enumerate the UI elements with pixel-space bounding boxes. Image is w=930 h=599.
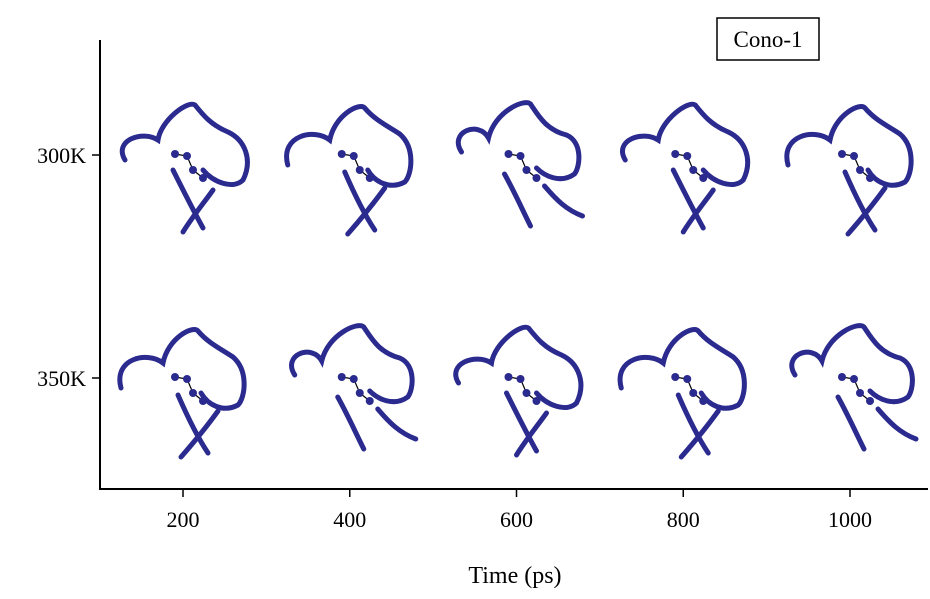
ribbon-tail: [835, 394, 919, 452]
atom-ball: [171, 373, 179, 381]
atom-ball: [189, 389, 197, 397]
x-tick-label: 400: [333, 507, 366, 532]
legend-label: Cono-1: [734, 27, 803, 52]
ribbon-tail: [342, 169, 388, 237]
peptide-structure-marker: [617, 327, 747, 460]
disulfide-bond: [174, 153, 204, 179]
disulfide-bond: [675, 153, 704, 179]
ribbon-body: [620, 101, 751, 187]
atom-ball: [683, 152, 692, 160]
legend-box: [716, 17, 820, 61]
peptide-structure-marker: [620, 101, 751, 235]
disulfide-bond: [841, 153, 871, 179]
peptide-structure-marker: [284, 104, 414, 237]
y-tick-label: 300K: [37, 143, 86, 168]
x-tick-label: 1000: [828, 507, 872, 532]
ribbon-tail: [504, 390, 549, 458]
atom-ball: [199, 397, 207, 405]
ribbon-tail: [335, 394, 419, 452]
y-ticks: 300K 350K: [37, 143, 100, 391]
atom-ball: [532, 397, 541, 405]
atom-ball: [516, 152, 525, 160]
disulfide-bond: [508, 153, 537, 179]
ribbon-tail: [175, 392, 221, 460]
atom-ball: [355, 166, 364, 174]
ribbon-tail: [675, 392, 721, 460]
disulfide-bond: [508, 376, 537, 402]
atom-ball: [689, 389, 698, 397]
x-tick-label: 600: [500, 507, 533, 532]
atom-ball: [504, 373, 513, 381]
atom-ball: [850, 152, 858, 160]
ribbon-body: [289, 323, 415, 405]
x-tick-label: 200: [167, 507, 200, 532]
peptide-structure-marker: [289, 323, 419, 452]
atom-ball: [189, 166, 197, 174]
atom-ball: [183, 375, 191, 383]
atom-ball: [671, 373, 680, 381]
atom-ball: [171, 150, 179, 158]
disulfide-bond: [174, 376, 204, 402]
ribbon-tail: [170, 167, 216, 235]
disulfide-bond: [341, 376, 371, 402]
disulfide-bond: [675, 376, 704, 402]
ribbon-body: [789, 323, 915, 405]
ribbon-body: [117, 327, 247, 411]
atom-ball: [522, 166, 531, 174]
atom-ball: [355, 389, 364, 397]
data-marks: [117, 100, 919, 460]
atom-ball: [504, 150, 513, 158]
ribbon-body: [119, 101, 250, 187]
atom-ball: [337, 150, 346, 158]
atom-ball: [699, 397, 708, 405]
atom-ball: [522, 389, 531, 397]
atom-ball: [365, 174, 374, 182]
x-ticks: 200 400 600 800 1000: [167, 489, 872, 532]
peptide-structure-marker: [784, 104, 914, 237]
atom-ball: [856, 166, 864, 174]
ribbon-body: [784, 104, 914, 188]
atom-ball: [856, 389, 864, 397]
atom-ball: [866, 397, 874, 405]
atom-ball: [850, 375, 858, 383]
atom-ball: [532, 174, 541, 182]
ribbon-tail: [670, 167, 716, 235]
atom-ball: [349, 375, 358, 383]
atom-ball: [337, 373, 346, 381]
atom-ball: [699, 174, 708, 182]
x-axis-title: Time (ps): [468, 563, 561, 589]
ribbon-tail: [842, 169, 888, 237]
atom-ball: [183, 152, 191, 160]
atom-ball: [199, 174, 207, 182]
ribbon-tail: [502, 171, 585, 229]
peptide-structure-marker: [453, 324, 584, 458]
y-tick-label: 350K: [37, 366, 86, 391]
disulfide-bond: [341, 153, 371, 179]
x-tick-label: 800: [667, 507, 700, 532]
peptide-structure-marker: [117, 327, 247, 460]
ribbon-body: [456, 100, 582, 182]
peptide-structure-marker: [789, 323, 919, 452]
atom-ball: [683, 375, 692, 383]
atom-ball: [516, 375, 525, 383]
atom-ball: [349, 152, 358, 160]
ribbon-body: [617, 327, 747, 411]
disulfide-bond: [841, 376, 871, 402]
atom-ball: [689, 166, 698, 174]
atom-ball: [838, 150, 846, 158]
peptide-structure-marker: [456, 100, 585, 229]
peptide-structure-marker: [119, 101, 250, 235]
ribbon-body: [284, 104, 414, 188]
atom-ball: [838, 373, 846, 381]
atom-ball: [671, 150, 680, 158]
atom-ball: [866, 174, 874, 182]
legend: Cono-1: [716, 17, 820, 61]
atom-ball: [365, 397, 374, 405]
ribbon-body: [453, 324, 584, 410]
